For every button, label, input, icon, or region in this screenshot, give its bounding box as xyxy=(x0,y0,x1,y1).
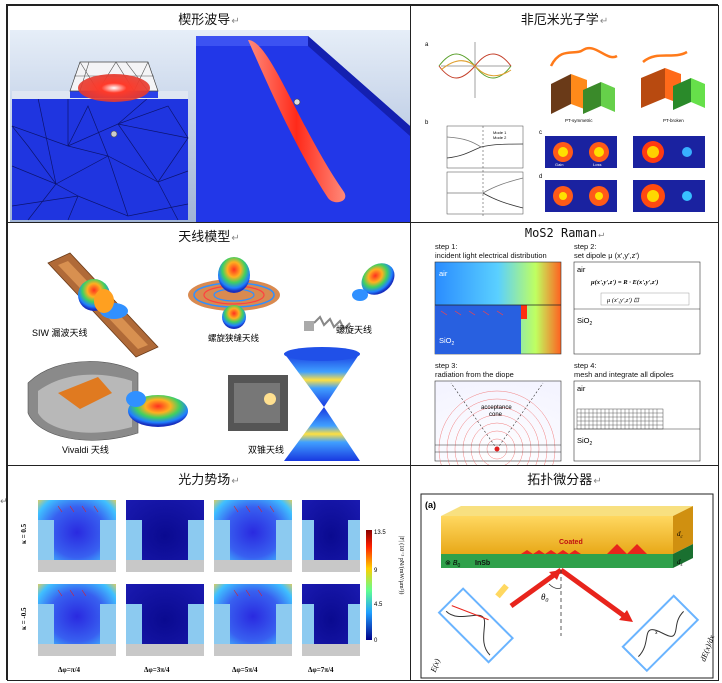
annotation-loss: Loss xyxy=(593,162,601,167)
mos2-raman-figure: air SiO2 air μ(x',y',z') = R · E(x',y',z… xyxy=(434,261,701,465)
antenna-figure: SIW 漏波天线 螺旋狭缝天线 螺旋天线 xyxy=(27,252,395,461)
annotation-pt-symmetric: PT-symmetric xyxy=(565,118,593,123)
col-label-1: Δφ=π/4 xyxy=(58,666,81,674)
colorbar-tick-3: 4.5 xyxy=(374,602,383,608)
force-panel-row1-col3 xyxy=(214,500,292,572)
step4-air-label: air xyxy=(577,384,586,393)
wedge-waveguide-image xyxy=(10,30,410,222)
force-panel-row1-col4 xyxy=(302,500,360,572)
panel-non-hermitian: 非厄米光子学↵ a PT-symmetric PT-broken b xyxy=(410,5,719,223)
optical-force-figure: κ = 0.5 κ = -0.5 Δφ=π/4 Δφ=3π/4 Δφ=5π/4 … xyxy=(20,500,405,674)
col-label-2: Δφ=3π/4 xyxy=(144,666,170,674)
dc-label: dc xyxy=(677,530,684,540)
panel-title: 光力势场↵ xyxy=(178,473,240,488)
force-panel-row2-col3 xyxy=(214,584,292,656)
col-label-3: Δφ=5π/4 xyxy=(232,666,258,674)
step2-sio2-label: SiO2 xyxy=(577,316,593,327)
panel-antenna-models: 天线模型↵ SIW 漏波天线 xyxy=(7,222,411,466)
coated-label: Coated xyxy=(559,539,583,546)
label-biconical-antenna: 双锥天线 xyxy=(248,444,284,455)
sublabel-d: d xyxy=(539,174,542,180)
step2-text: step 2: set dipole μ (x',y',z') xyxy=(574,242,640,260)
label-siw-antenna: SIW 漏波天线 xyxy=(32,327,88,338)
panel-title: 非厄米光子学↵ xyxy=(520,13,609,28)
cone-label: cone xyxy=(489,412,503,418)
acceptance-label: acceptance xyxy=(481,405,512,411)
annotation-gain: Gain xyxy=(555,162,563,167)
helical-antenna-image xyxy=(304,263,395,331)
col-label-4: Δφ=7π/4 xyxy=(308,666,334,674)
step1-air-label: air xyxy=(439,269,448,278)
force-panel-row1-col2 xyxy=(126,500,204,572)
panel-title: 拓扑微分器↵ xyxy=(527,473,602,488)
step4-text: step 4: mesh and integrate all dipoles xyxy=(574,361,674,379)
step1-sio2-label: SiO2 xyxy=(439,336,455,347)
panel-optical-force: 光力势场↵ xyxy=(7,465,411,681)
colorbar xyxy=(366,530,372,640)
annotation-mode1: Mode 1 xyxy=(493,130,507,135)
label-spiral-slot-antenna: 螺旋狭缝天线 xyxy=(208,333,260,343)
force-panel-row1-col1 xyxy=(38,500,116,572)
topological-differentiator-figure: (a) Coated InSb ⊗ B0 dc ds θ0 xyxy=(420,493,716,679)
row-label-kappa-neg: κ = -0.5 xyxy=(20,607,28,630)
insb-label: InSb xyxy=(475,560,490,567)
label-vivaldi-antenna: Vivaldi 天线 xyxy=(62,444,109,455)
annotation-mode2: Mode 2 xyxy=(493,135,507,140)
figure-table: 楔形波导↵ xyxy=(6,4,719,681)
step2-air-label: air xyxy=(577,265,586,274)
panel-title: 楔形波导↵ xyxy=(178,13,240,28)
colorbar-tick-2: 9 xyxy=(374,568,378,574)
siw-antenna-image xyxy=(47,252,159,358)
force-panel-row2-col2 xyxy=(126,584,204,656)
force-panel-row2-col1 xyxy=(38,584,116,656)
vivaldi-antenna-image xyxy=(27,361,188,441)
tag-a: (a) xyxy=(425,500,436,510)
svg-text:μ(x',y',z') = R · E(x',y',z'): μ(x',y',z') = R · E(x',y',z') xyxy=(590,279,658,286)
step3-text: step 3: radiation from the diope xyxy=(435,361,514,379)
annotation-pt-broken: PT-broken xyxy=(663,118,684,123)
row-label-kappa-pos: κ = 0.5 xyxy=(20,523,28,544)
force-panel-row2-col4 xyxy=(302,584,360,656)
ds-label: ds xyxy=(677,558,683,568)
x-axis-label: x xyxy=(654,630,658,636)
panel-wedge-waveguide: 楔形波导↵ xyxy=(7,5,411,223)
colorbar-tick-max: 13.5 xyxy=(374,530,386,536)
panel-topological-differentiator: 拓扑微分器↵ (a) Coated InSb ⊗ B0 dc ds xyxy=(410,465,719,681)
paragraph-mark: ↵ xyxy=(0,497,8,507)
non-hermitian-figure: a PT-symmetric PT-broken b xyxy=(425,42,705,216)
svg-text:μ (x',y',z') ⊡: μ (x',y',z') ⊡ xyxy=(607,297,640,304)
biconical-antenna-image xyxy=(228,347,360,461)
panel-title: 天线模型↵ xyxy=(178,230,240,245)
b0-label: ⊗ B0 xyxy=(445,560,460,569)
panel-mos2-raman: MoS2 Raman↵ step 1: incident light electr… xyxy=(410,222,719,466)
sublabel-b: b xyxy=(425,120,429,126)
sublabel-c: c xyxy=(539,130,542,136)
label-helical-antenna: 螺旋天线 xyxy=(336,324,372,335)
step4-sio2-label: SiO2 xyxy=(577,436,593,447)
spiral-slot-antenna-image xyxy=(188,257,280,329)
step1-text: step 1: incident light electrical distrib… xyxy=(435,242,547,260)
panel-title: MoS2 Raman↵ xyxy=(524,226,605,240)
colorbar-tick-min: 0 xyxy=(374,638,378,644)
colorbar-label: |F| (10⁻³ pN/(mW/μm²)) xyxy=(398,536,405,594)
sublabel-a: a xyxy=(425,42,429,48)
theta-label: θ0 xyxy=(541,592,548,604)
